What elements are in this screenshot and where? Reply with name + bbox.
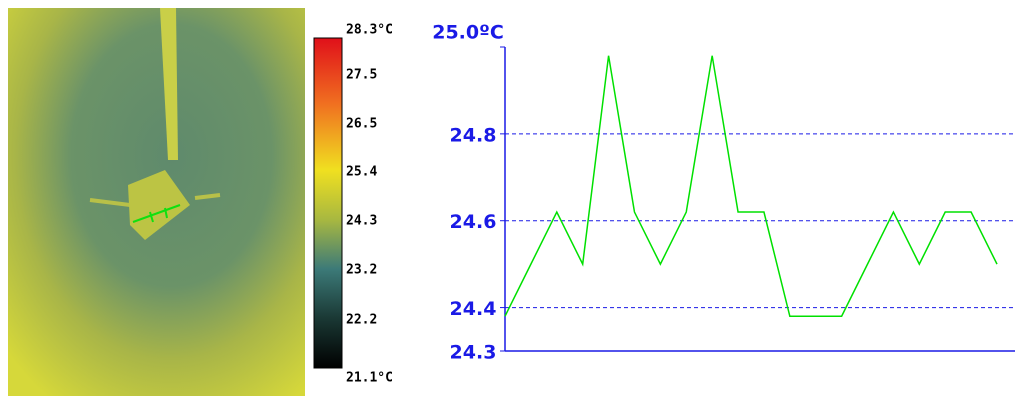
color-scale-label: 21.1°C [346,371,393,386]
color-scale-labels: 28.3°C 27.5 26.5 25.4 24.3 23.2 22.2 21.1°C [346,23,393,386]
y-tick-label: 24.3 [450,342,497,364]
y-tick-label: 25.0ºC [432,22,504,44]
data-line [504,55,998,318]
line-chart: 24.3 24.4 24.6 24.8 25.0ºC [432,22,1015,364]
color-scale-label: 25.4 [346,165,377,180]
thermal-image [8,8,305,396]
color-scale-label: 22.2 [346,313,377,328]
color-scale-label: 24.3 [346,214,377,229]
y-tick-label: 24.8 [450,124,497,146]
color-scale-label: 23.2 [346,263,377,278]
color-scale [313,37,343,369]
color-scale-label: 26.5 [346,117,377,132]
color-scale-label: 27.5 [346,68,377,83]
color-scale-label: 28.3°C [346,23,393,38]
y-tick-label: 24.6 [450,211,497,233]
y-tick-label: 24.4 [450,298,497,320]
